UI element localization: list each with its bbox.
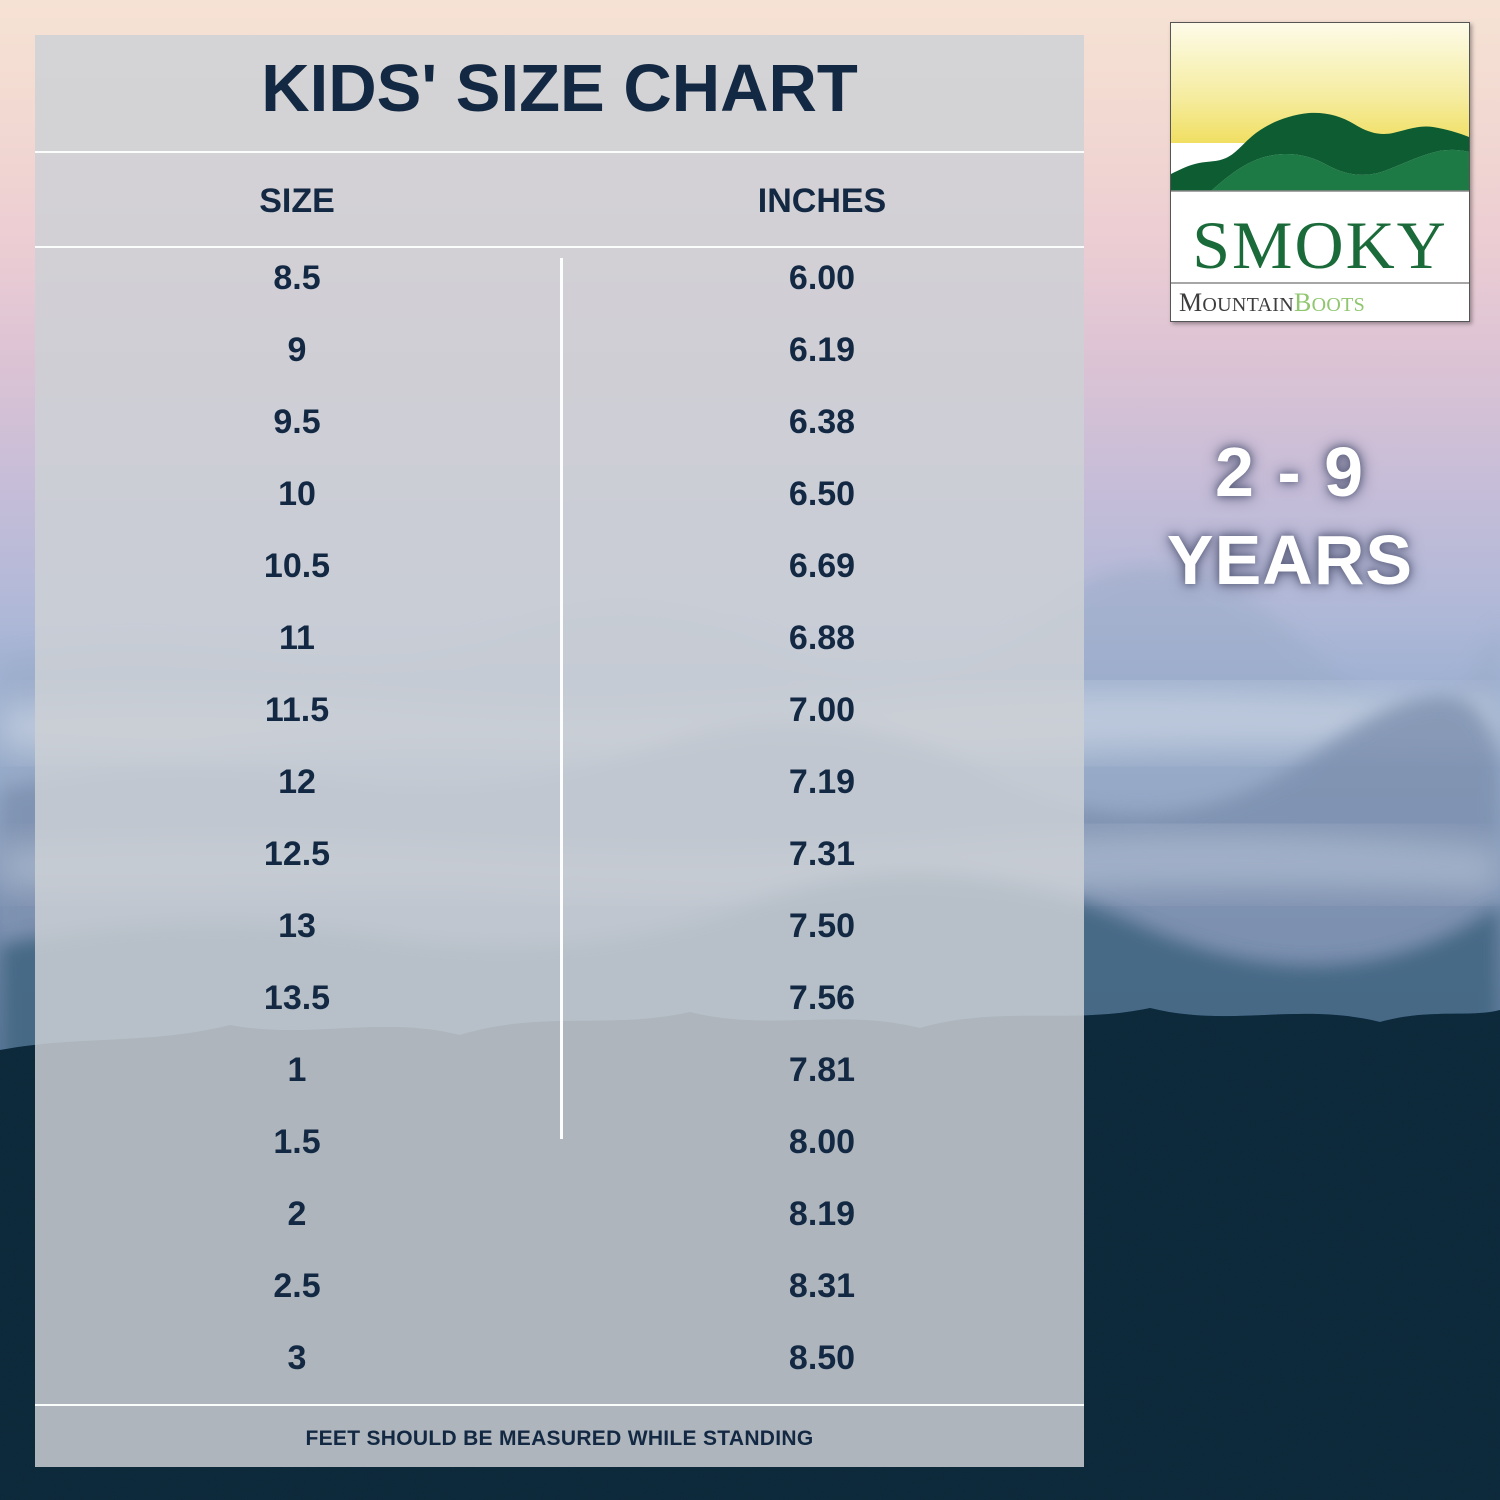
svg-text:SMOKY: SMOKY [1192, 207, 1448, 283]
